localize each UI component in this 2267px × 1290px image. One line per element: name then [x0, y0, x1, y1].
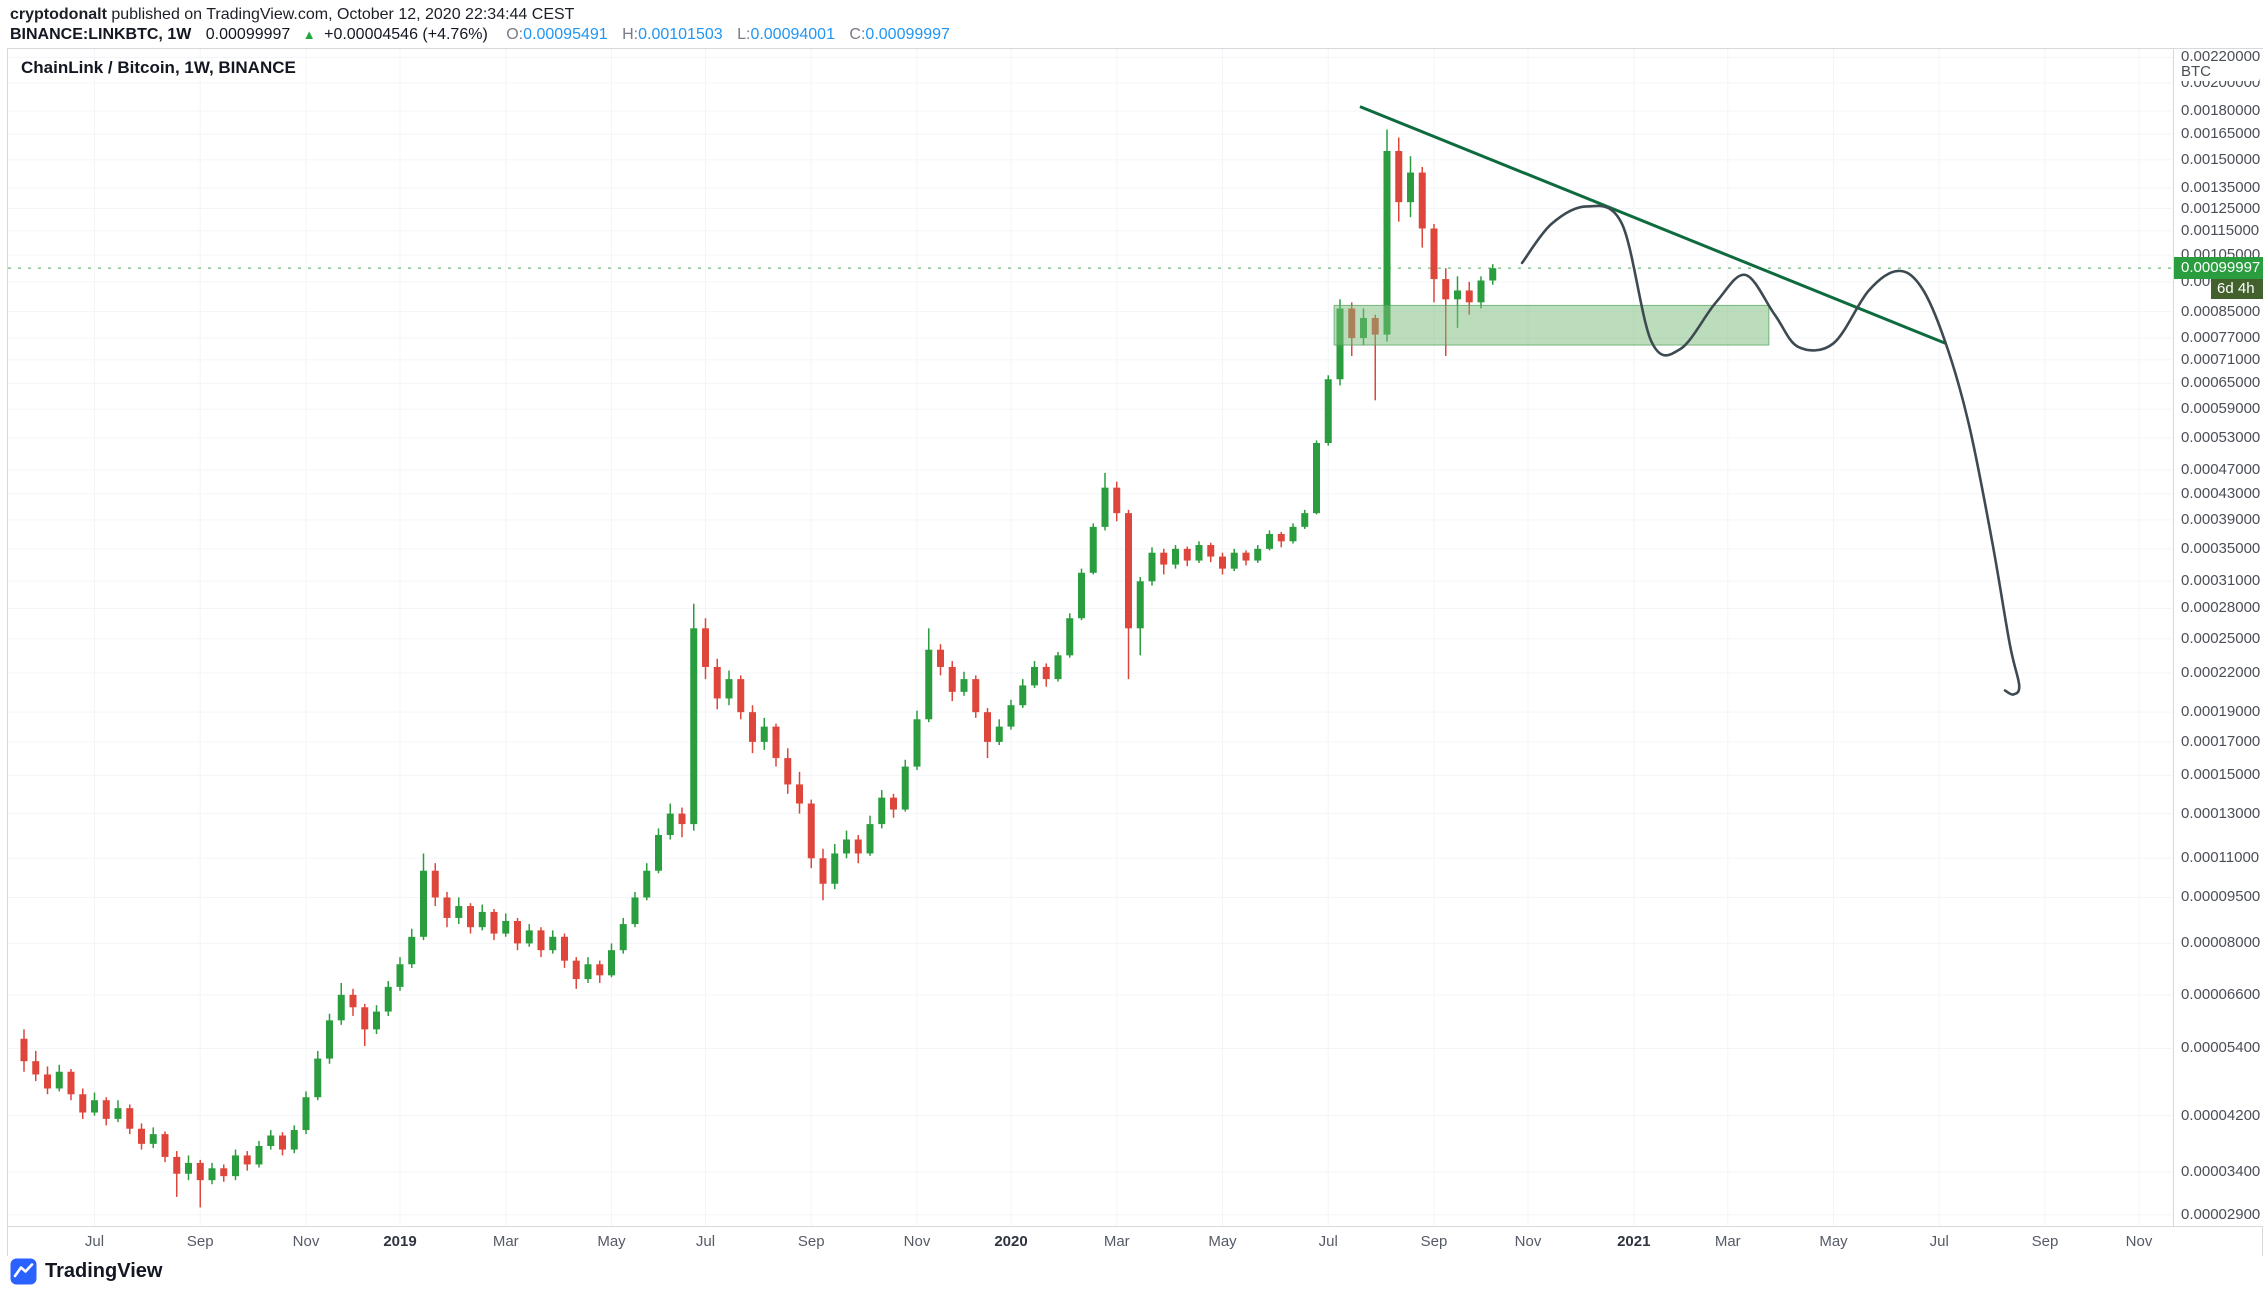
price-tick-label: 0.00077000: [2181, 329, 2261, 347]
time-tick-label: Sep: [1420, 1233, 1448, 1250]
open-label: O:: [506, 26, 524, 43]
time-tick-label: Mar: [1103, 1233, 1130, 1250]
author-name: cryptodonalt: [10, 6, 107, 23]
price-tick-label: 0.00022000: [2181, 663, 2261, 681]
price-change: +0.00004546 (+4.76%): [324, 26, 488, 43]
price-tick-label: 0.00135000: [2181, 178, 2261, 196]
price-tick-label: 0.00009500: [2181, 888, 2261, 906]
price-tick-label: 0.00011000: [2181, 849, 2260, 867]
price-tick-label: 0.00220000: [2181, 48, 2261, 66]
price-tick-label: 0.00019000: [2181, 703, 2261, 721]
price-tick-label: 0.00043000: [2181, 484, 2261, 502]
time-tick-label: Jul: [1318, 1233, 1338, 1250]
price-tick-label: 0.00015000: [2181, 766, 2261, 784]
price-tick-label: 0.00125000: [2181, 199, 2261, 217]
low-value: 0.00094001: [750, 26, 835, 43]
price-tick-label: 0.00115000: [2181, 221, 2260, 239]
time-tick-label: May: [1208, 1233, 1237, 1250]
time-tick-label: Jul: [1929, 1233, 1949, 1250]
time-tick-label: Mar: [1714, 1233, 1741, 1250]
time-tick-label: Sep: [797, 1233, 825, 1250]
price-tick-label: 0.00004200: [2181, 1106, 2261, 1124]
low-label: L:: [737, 26, 751, 43]
high-label: H:: [622, 26, 639, 43]
tradingview-logo-icon[interactable]: [10, 1258, 37, 1285]
price-tick-label: 0.00005400: [2181, 1039, 2261, 1057]
time-tick-label: May: [597, 1233, 626, 1250]
close-label: C:: [849, 26, 866, 43]
last-price-badge: 0.00099997: [2174, 257, 2263, 280]
close-value: 0.00099997: [865, 26, 950, 43]
time-tick-label: Jul: [695, 1233, 716, 1250]
price-tick-label: 0.00006600: [2181, 985, 2261, 1003]
high-value: 0.00101503: [638, 26, 723, 43]
published-text: published on TradingView.com, October 12…: [106, 6, 575, 23]
price-tick-label: 0.00180000: [2181, 102, 2261, 120]
price-tick-label: 0.00047000: [2181, 461, 2261, 479]
time-axis[interactable]: Jul Sep Nov 2019 Mar May Jul Sep Nov 2020 Mar May Ju…: [8, 1226, 2262, 1256]
time-tick-label: Sep: [186, 1233, 214, 1250]
price-tick-label: 0.00071000: [2181, 350, 2261, 368]
time-tick-label: 2019: [383, 1233, 417, 1250]
symbol-header: BINANCE:LINKBTC, 1W 0.00099997 ▲ +0.0000…: [10, 26, 960, 44]
publish-header: cryptodonalt published on TradingView.co…: [10, 6, 574, 24]
time-tick-label: May: [1819, 1233, 1848, 1250]
time-tick-label: Mar: [492, 1233, 519, 1250]
price-tick-label: 0.00028000: [2181, 599, 2261, 617]
tradingview-logo-text[interactable]: TradingView: [45, 1260, 163, 1282]
price-tick-label: 0.00025000: [2181, 629, 2261, 647]
price-tick-label: 0.00039000: [2181, 510, 2261, 528]
price-tick-label: 0.00002900: [2181, 1205, 2261, 1223]
time-tick-label: Sep: [2031, 1233, 2059, 1250]
time-tick-label: Nov: [1514, 1233, 1542, 1250]
price-tick-label: 0.00017000: [2181, 732, 2261, 750]
chart-pane[interactable]: ChainLink / Bitcoin, 1W, BINANCE: [8, 49, 2173, 1226]
pane-legend: ChainLink / Bitcoin, 1W, BINANCE: [21, 58, 296, 77]
price-tick-label: 0.00003400: [2181, 1163, 2261, 1181]
bar-countdown-badge: 6d 4h: [2211, 279, 2263, 300]
price-tick-label: 0.00085000: [2181, 302, 2261, 320]
candlestick-chart[interactable]: [8, 49, 2173, 1226]
last-price: 0.00099997: [205, 26, 291, 43]
price-tick-label: 0.00150000: [2181, 150, 2261, 168]
time-tick-label: Jul: [84, 1233, 105, 1250]
up-arrow-icon: ▲: [302, 27, 316, 42]
price-tick-label: 0.00008000: [2181, 934, 2261, 952]
price-tick-label: 0.00053000: [2181, 428, 2261, 446]
time-tick-label: 2021: [1617, 1233, 1651, 1250]
time-tick-label: Nov: [292, 1233, 320, 1250]
price-axis[interactable]: 0.00220000 0.00200000 0.00180000 0.00165000…: [2173, 49, 2263, 1226]
price-unit-label: BTC: [2181, 63, 2259, 81]
open-value: 0.00095491: [523, 26, 608, 43]
price-tick-label: 0.00013000: [2181, 804, 2261, 822]
price-tick-label: 0.00031000: [2181, 572, 2261, 590]
symbol-name: BINANCE:LINKBTC, 1W: [10, 26, 192, 43]
time-tick-label: 2020: [994, 1233, 1028, 1250]
chart-container: ChainLink / Bitcoin, 1W, BINANCE 0.00220…: [7, 48, 2263, 1256]
time-tick-label: Nov: [903, 1233, 931, 1250]
time-tick-label: Nov: [2125, 1233, 2153, 1250]
footer: TradingView: [10, 1258, 162, 1285]
price-tick-label: 0.00059000: [2181, 400, 2261, 418]
price-tick-label: 0.00035000: [2181, 539, 2261, 557]
price-tick-label: 0.00065000: [2181, 374, 2261, 392]
price-tick-label: 0.00165000: [2181, 125, 2261, 143]
